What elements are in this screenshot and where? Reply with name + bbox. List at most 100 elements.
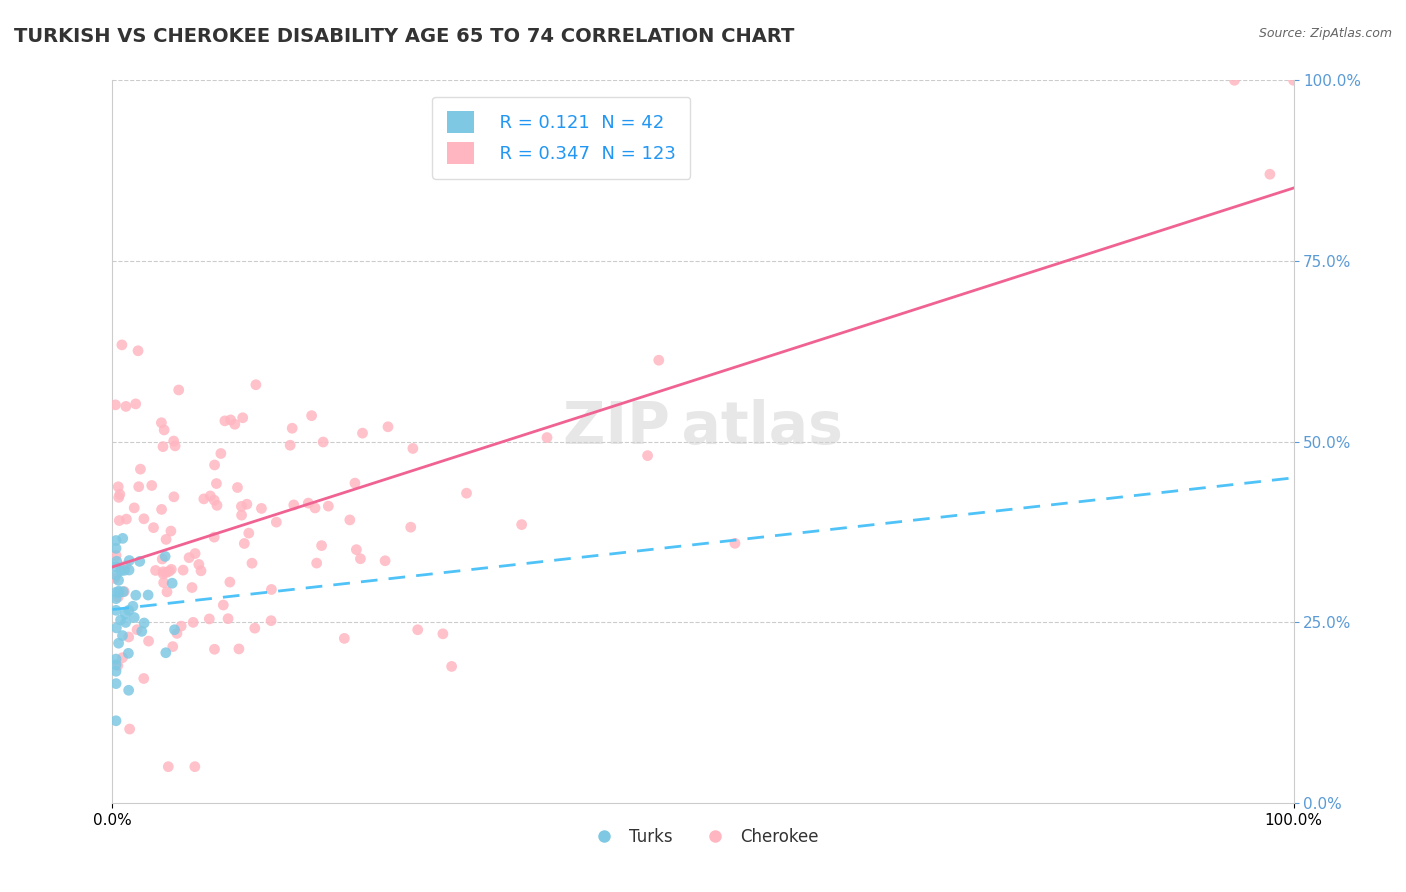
Point <box>172 563 194 577</box>
Point <box>181 581 204 595</box>
Point <box>132 512 155 526</box>
Point <box>114 615 136 630</box>
Point <box>260 582 283 597</box>
Point <box>111 650 134 665</box>
Point <box>312 435 335 450</box>
Point <box>115 400 138 414</box>
Point <box>344 542 367 557</box>
Point <box>105 591 128 606</box>
Point <box>160 576 183 591</box>
Point <box>193 491 215 506</box>
Point <box>118 553 141 567</box>
Point <box>118 630 141 644</box>
Point <box>637 449 659 463</box>
Point <box>117 646 139 660</box>
Point <box>217 612 239 626</box>
Point <box>283 498 305 512</box>
Point <box>440 659 463 673</box>
Point <box>166 626 188 640</box>
Point <box>152 566 174 581</box>
Point <box>205 476 228 491</box>
Point <box>105 665 128 679</box>
Point <box>111 532 134 546</box>
Point <box>150 552 173 566</box>
Point <box>108 487 131 501</box>
Point <box>226 481 249 495</box>
Point <box>105 585 128 599</box>
Point <box>648 353 671 368</box>
Point <box>105 568 128 582</box>
Point <box>118 603 141 617</box>
Text: TURKISH VS CHEROKEE DISABILITY AGE 65 TO 74 CORRELATION CHART: TURKISH VS CHEROKEE DISABILITY AGE 65 TO… <box>14 27 794 45</box>
Point <box>110 613 132 627</box>
Point <box>145 564 167 578</box>
Point <box>114 558 136 573</box>
Point <box>219 413 242 427</box>
Point <box>125 397 148 411</box>
Point <box>184 760 207 774</box>
Point <box>238 526 260 541</box>
Point <box>104 572 127 586</box>
Point <box>155 646 177 660</box>
Point <box>118 722 141 736</box>
Point <box>266 515 288 529</box>
Point <box>107 658 129 673</box>
Point <box>156 585 179 599</box>
Point <box>157 760 180 774</box>
Point <box>132 672 155 686</box>
Point <box>281 421 304 435</box>
Point <box>134 615 156 630</box>
Point <box>105 657 128 672</box>
Point <box>232 410 254 425</box>
Point <box>122 500 145 515</box>
Point <box>245 377 267 392</box>
Point <box>107 590 129 604</box>
Point <box>107 491 129 505</box>
Point <box>278 438 301 452</box>
Point <box>177 550 200 565</box>
Point <box>318 499 340 513</box>
Point <box>209 446 232 460</box>
Point <box>198 612 221 626</box>
Point <box>105 541 128 556</box>
Point <box>204 642 226 657</box>
Point <box>200 489 222 503</box>
Point <box>402 442 425 456</box>
Point <box>170 619 193 633</box>
Point <box>114 563 136 577</box>
Point <box>190 564 212 578</box>
Point <box>181 615 204 630</box>
Point <box>374 554 396 568</box>
Point <box>110 564 132 578</box>
Point <box>105 533 128 548</box>
Text: ZIP atlas: ZIP atlas <box>562 399 844 456</box>
Point <box>152 575 174 590</box>
Point <box>165 439 187 453</box>
Point <box>231 508 253 523</box>
Point <box>333 632 356 646</box>
Point <box>304 500 326 515</box>
Point <box>150 416 173 430</box>
Point <box>167 383 190 397</box>
Point <box>153 549 176 564</box>
Point <box>131 624 153 639</box>
Point <box>162 640 184 654</box>
Point <box>105 714 128 728</box>
Point <box>399 520 422 534</box>
Point <box>157 564 180 578</box>
Point <box>301 409 323 423</box>
Point <box>456 486 478 500</box>
Point <box>138 634 160 648</box>
Point <box>105 676 128 690</box>
Point <box>187 558 209 572</box>
Point <box>240 556 263 570</box>
Point <box>160 562 183 576</box>
Point <box>163 490 186 504</box>
Point <box>202 530 225 544</box>
Text: Source: ZipAtlas.com: Source: ZipAtlas.com <box>1258 27 1392 40</box>
Point <box>406 623 429 637</box>
Point <box>105 621 128 635</box>
Point <box>343 476 366 491</box>
Point <box>111 338 134 352</box>
Point <box>108 584 131 599</box>
